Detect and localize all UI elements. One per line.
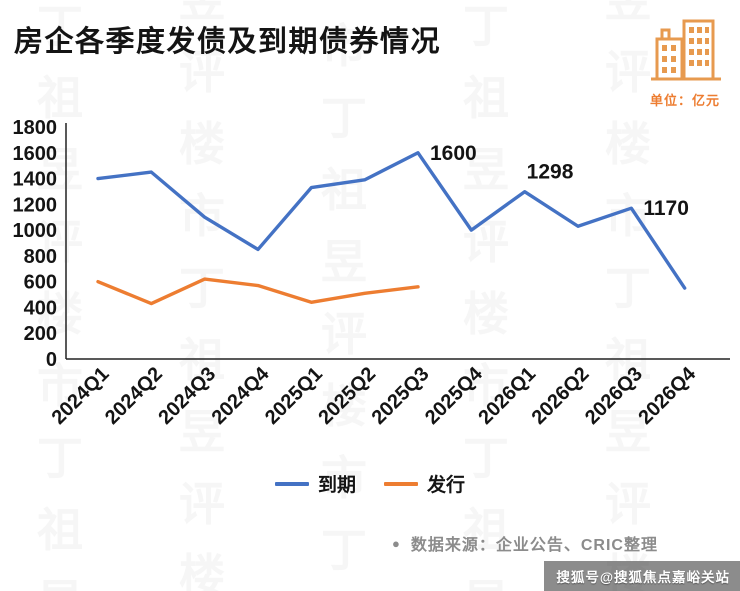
series-line-到期 xyxy=(96,151,687,290)
y-tick-label: 1400 xyxy=(13,169,58,191)
legend-item-issuance: 发行 xyxy=(384,470,465,497)
x-tick-label: 2024Q2 xyxy=(101,363,167,429)
x-tick-label: 2025Q1 xyxy=(261,363,327,429)
dot-icon: ● xyxy=(392,535,401,551)
y-tick-label: 600 xyxy=(24,272,57,294)
data-label: 1298 xyxy=(527,161,574,184)
legend-label-issuance: 发行 xyxy=(427,475,466,496)
y-tick-label: 400 xyxy=(24,297,57,319)
source-text: 数据来源：企业公告、CRIC整理 xyxy=(410,537,658,554)
x-tick-label: 2026Q4 xyxy=(634,362,701,429)
unit-label: 单位：亿元 xyxy=(649,93,720,108)
x-tick-label: 2025Q4 xyxy=(421,362,488,429)
data-label: 1170 xyxy=(643,197,689,220)
chart-legend: 到期 发行 xyxy=(0,470,740,497)
legend-line-issuance xyxy=(384,481,418,486)
x-tick-label: 2025Q3 xyxy=(368,363,434,429)
y-tick-label: 800 xyxy=(24,246,57,268)
y-tick-label: 0 xyxy=(46,349,57,371)
legend-item-maturity: 到期 xyxy=(274,470,356,497)
y-tick-label: 1600 xyxy=(13,143,58,165)
y-tick-label: 200 xyxy=(24,323,57,345)
legend-line-maturity xyxy=(274,481,309,486)
x-tick-label: 2026Q1 xyxy=(474,363,540,429)
x-tick-label: 2024Q4 xyxy=(208,362,275,429)
x-tick-label: 2025Q2 xyxy=(314,363,380,429)
x-tick-label: 2026Q3 xyxy=(581,363,647,429)
chart: 0 200 400 600 800 1000 1200 1400 1600 1800 2024Q1 2… xyxy=(8,111,732,466)
chart-svg: 0200400600800100012001400160018002024Q12… xyxy=(13,117,730,429)
y-tick-label: 1000 xyxy=(13,220,58,242)
page-title: 房企各季度发债及到期债券情况 xyxy=(14,26,442,58)
watermark-badge: 搜狐号@搜狐焦点嘉峪关站 xyxy=(544,561,740,591)
source-row: ● 数据来源：企业公告、CRIC整理 xyxy=(0,531,740,555)
x-tick-label: 2024Q1 xyxy=(48,363,114,429)
y-tick-label: 1800 xyxy=(13,117,58,139)
data-label: 1600 xyxy=(430,142,477,165)
legend-label-maturity: 到期 xyxy=(317,475,356,496)
x-tick-label: 2026Q2 xyxy=(528,363,594,429)
x-tick-label: 2024Q3 xyxy=(154,363,220,429)
buildings-icon xyxy=(648,12,724,88)
header: 房企各季度发债及到期债券情况 xyxy=(0,0,740,88)
y-tick-label: 1200 xyxy=(13,194,58,216)
series-line-发行 xyxy=(96,277,420,306)
